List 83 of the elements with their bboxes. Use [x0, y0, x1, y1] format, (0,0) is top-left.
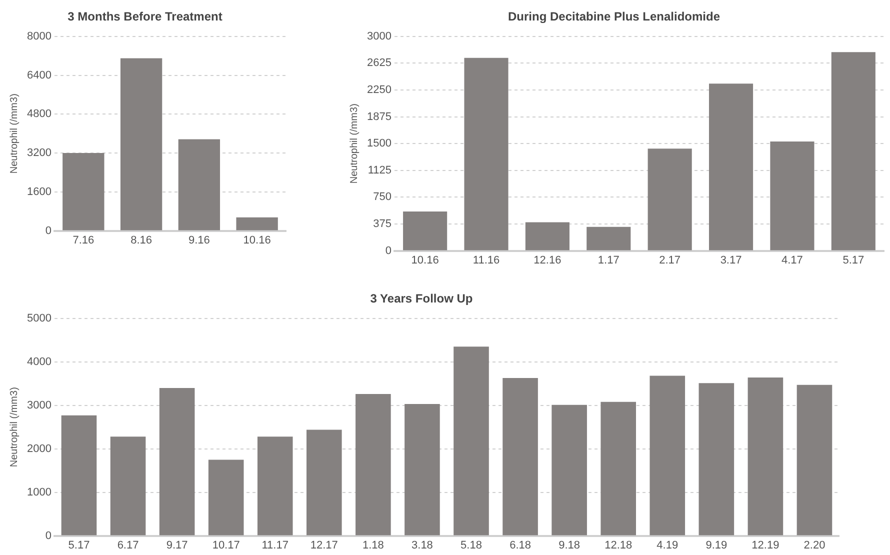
x-tick-label: 3.17 [720, 254, 742, 266]
bar [698, 383, 734, 536]
y-tick-label: 8000 [26, 30, 52, 42]
y-axis-title: Neutrophil (/mm3) [8, 387, 20, 468]
x-tick-label: 5.17 [68, 539, 90, 552]
x-tick-label: 6.18 [510, 539, 531, 552]
x-tick-label: 9.19 [706, 539, 728, 552]
y-tick-label: 0 [45, 224, 52, 237]
y-tick-label: 5000 [26, 312, 52, 324]
y-tick-label: 1500 [366, 138, 392, 150]
bar [403, 211, 448, 250]
x-tick-label: 9.17 [166, 539, 188, 552]
y-tick-label: 1000 [26, 486, 52, 498]
x-tick-label: 4.19 [656, 539, 678, 552]
x-tick-label: 2.20 [804, 539, 826, 552]
x-tick-label: 9.18 [558, 539, 580, 552]
y-axis-title: Neutrophil (/mm3) [8, 94, 20, 174]
y-tick-label: 3000 [26, 399, 52, 412]
bar [502, 378, 538, 536]
bar [110, 436, 146, 536]
bar [600, 402, 636, 536]
x-tick-label: 1.17 [598, 254, 620, 266]
y-tick-label: 750 [373, 191, 392, 204]
x-tick-label: 11.17 [262, 539, 288, 552]
x-tick-label: 11.16 [472, 254, 500, 266]
y-tick-label: 1875 [366, 110, 392, 123]
y-tick-label: 2625 [366, 57, 392, 70]
x-tick-label: 10.17 [212, 539, 240, 552]
bar [356, 394, 391, 536]
chart-title: During Decitabine Plus Lenalidomide [508, 10, 720, 24]
chart-title: 3 Years Follow Up [370, 292, 473, 306]
x-tick-label: 8.16 [130, 234, 152, 246]
bar [208, 460, 244, 536]
bar [586, 226, 631, 250]
y-tick-label: 2250 [366, 84, 392, 96]
bar [178, 139, 220, 230]
bar [648, 148, 692, 250]
bar [159, 388, 195, 536]
bar [770, 141, 814, 250]
bar [525, 222, 570, 250]
y-tick-label: 0 [45, 530, 52, 542]
x-tick-label: 10.16 [411, 254, 439, 266]
y-tick-label: 375 [373, 218, 392, 230]
bar [61, 415, 97, 536]
y-tick-label: 0 [385, 244, 392, 257]
x-tick-label: 10.16 [243, 234, 271, 246]
bar [708, 84, 754, 250]
y-axis-title: Neutrophil (/mm3) [348, 104, 360, 184]
x-tick-label: 3.18 [412, 539, 433, 552]
bar [306, 430, 342, 536]
bar [454, 346, 489, 536]
x-tick-label: 4.17 [782, 254, 803, 266]
bar [796, 384, 832, 536]
x-tick-label: 7.16 [72, 234, 94, 246]
y-tick-label: 4000 [26, 356, 52, 368]
y-tick-label: 1600 [26, 186, 52, 198]
bar [404, 404, 440, 536]
y-tick-label: 3200 [26, 147, 52, 160]
bar [257, 436, 293, 536]
y-tick-label: 3000 [366, 30, 392, 42]
chart-title: 3 Months Before Treatment [68, 10, 222, 24]
x-tick-label: 12.19 [752, 539, 780, 552]
bar [464, 58, 508, 250]
y-tick-label: 4800 [26, 108, 52, 120]
x-tick-label: 2.17 [659, 254, 681, 266]
x-tick-label: 9.16 [188, 234, 210, 246]
x-tick-label: 5.17 [842, 254, 864, 266]
y-tick-label: 1125 [368, 164, 392, 176]
bar [120, 58, 162, 230]
x-tick-label: 5.18 [460, 539, 482, 552]
x-tick-label: 12.18 [604, 539, 632, 552]
bar [552, 404, 587, 536]
x-tick-label: 12.16 [534, 254, 562, 266]
bar [748, 378, 784, 536]
x-tick-label: 12.17 [310, 539, 338, 552]
bar [236, 217, 278, 230]
y-tick-label: 2000 [26, 442, 52, 455]
x-tick-label: 6.17 [117, 539, 139, 552]
bar [831, 52, 876, 250]
bar [62, 153, 104, 230]
y-tick-label: 6400 [26, 69, 52, 82]
x-tick-label: 1.18 [362, 539, 384, 552]
bar [650, 376, 686, 536]
